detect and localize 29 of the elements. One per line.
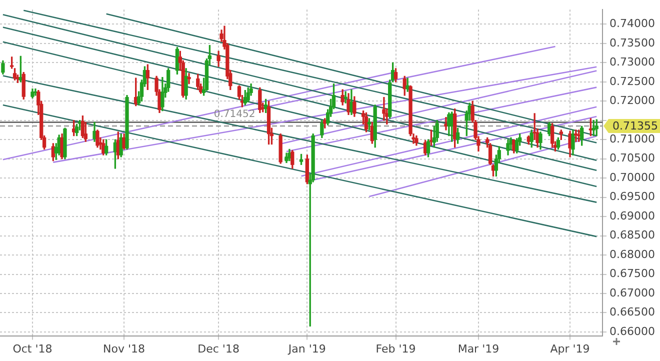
annotation: 0.71452 <box>214 108 256 120</box>
y-tick-label: 0.70000 <box>610 170 656 184</box>
y-tick-label: 0.71000 <box>610 132 656 146</box>
y-tick-label: 0.74000 <box>610 17 656 30</box>
candlestick <box>574 130 578 142</box>
candlestick <box>187 73 191 84</box>
y-tick-label: 0.69500 <box>610 190 656 204</box>
x-tick-label: Nov '18 <box>103 342 146 356</box>
y-tick-label: 0.72000 <box>610 94 656 108</box>
x-tick-label: Apr '19 <box>550 342 590 356</box>
x-tick-label: Jan '19 <box>287 342 326 356</box>
y-tick-label: 0.68000 <box>610 248 656 261</box>
candlestick <box>344 91 348 104</box>
y-tick-label: 0.67500 <box>610 267 656 280</box>
y-tick-label: 0.69000 <box>610 209 656 222</box>
y-tick-label: 0.73500 <box>610 36 656 50</box>
y-tick-label: 0.73000 <box>610 56 656 69</box>
y-tick-label: 0.67000 <box>610 286 656 300</box>
y-tick-label: 0.66500 <box>610 306 656 319</box>
y-tick-label: 0.68500 <box>610 228 656 242</box>
y-tick-label: 0.72500 <box>610 74 656 88</box>
x-tick-label: Feb '19 <box>376 342 416 356</box>
x-tick-label: Oct '18 <box>12 342 52 356</box>
y-tick-label: 0.66000 <box>610 324 656 338</box>
y-tick-label: 0.70500 <box>610 152 656 165</box>
x-tick-label: Dec '18 <box>198 342 240 356</box>
x-tick-label: Mar '19 <box>458 342 500 356</box>
ref-line-label: 0.71355 <box>612 119 658 132</box>
candlestick <box>382 96 386 121</box>
